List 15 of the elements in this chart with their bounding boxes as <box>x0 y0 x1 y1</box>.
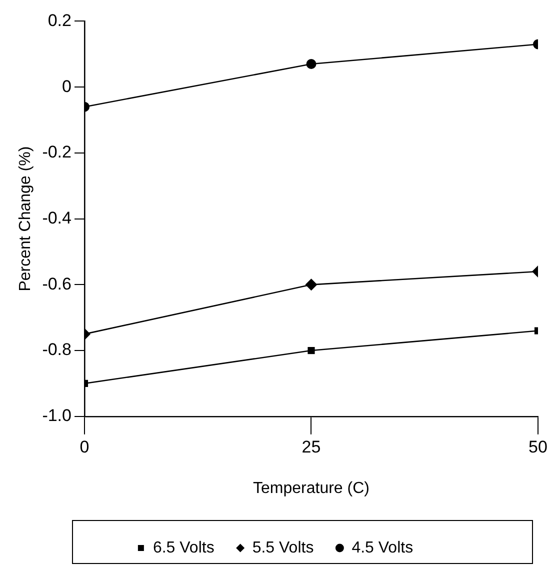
x-axis-title: Temperature (C) <box>253 480 370 497</box>
y-tick-label: -0.4 <box>42 208 72 228</box>
x-tick-label: 50 <box>528 437 548 456</box>
x-tick-label: 0 <box>80 437 90 456</box>
legend-label: 6.5 Volts <box>152 539 214 556</box>
legend-label: 5.5 Volts <box>252 539 314 556</box>
y-tick-label: -0.2 <box>42 142 72 162</box>
y-axis-title: Percent Change (%) <box>17 146 34 292</box>
y-tick-label: 0.2 <box>48 10 72 30</box>
y-tick-label: 0 <box>62 76 72 96</box>
y-tick-label: -0.8 <box>42 340 72 360</box>
y-tick-label: -0.6 <box>42 274 72 294</box>
x-tick-label: 25 <box>302 437 321 456</box>
y-tick-label: -1.0 <box>42 406 72 426</box>
legend-label: 4.5 Volts <box>352 539 414 556</box>
